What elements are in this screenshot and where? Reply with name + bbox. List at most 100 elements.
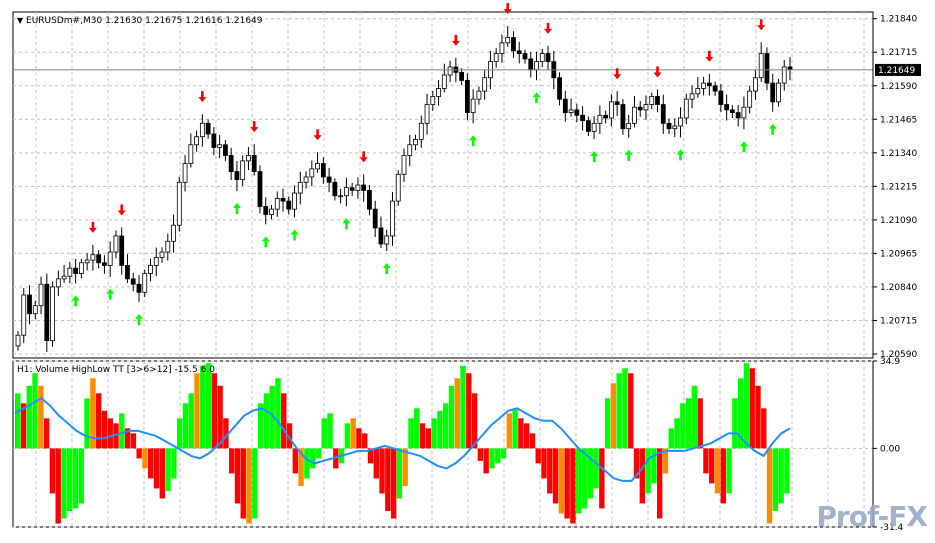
sell-arrow: [117, 204, 126, 216]
bear-candle: [136, 283, 142, 293]
bear-candle: [119, 235, 125, 266]
histogram-bar: [466, 373, 472, 449]
bull-candle: [689, 93, 695, 100]
histogram-bar: [408, 418, 414, 449]
bull-candle: [67, 267, 73, 277]
bear-candle: [326, 176, 332, 183]
price-tick-label: 1.21840: [880, 15, 917, 25]
histogram-bar: [205, 363, 212, 449]
buy-arrow: [290, 229, 299, 241]
bear-candle: [764, 53, 770, 84]
histogram-bar: [49, 448, 56, 494]
bull-candle: [413, 139, 418, 146]
buy-arrow: [590, 151, 599, 163]
bull-candle: [591, 122, 597, 132]
buy-arrow: [624, 149, 633, 161]
bear-candle: [263, 206, 269, 215]
bull-candle: [418, 122, 424, 140]
bear-candle: [770, 82, 776, 103]
price-tick-label: 1.21090: [880, 216, 917, 226]
histogram-bar: [90, 378, 96, 449]
histogram-bar: [315, 448, 322, 459]
bull-candle: [176, 181, 182, 226]
histogram-bar: [298, 448, 304, 486]
bear-candle: [614, 101, 620, 105]
dropdown-triangle-icon[interactable]: ▼: [17, 16, 24, 25]
bull-candle: [499, 42, 505, 54]
histogram-bar: [604, 398, 611, 449]
histogram-bar: [234, 448, 241, 504]
histogram-bar: [292, 448, 298, 474]
histogram-bar: [304, 448, 310, 479]
bull-candle: [753, 77, 758, 92]
bear-candle: [787, 66, 793, 71]
bear-candle: [729, 109, 735, 113]
sell-arrow: [705, 50, 714, 62]
histogram-bar: [691, 385, 698, 449]
bull-candle: [15, 334, 21, 347]
bear-candle: [234, 171, 240, 181]
sell-arrow: [198, 91, 207, 103]
bull-candle: [194, 136, 199, 146]
bear-candle: [205, 122, 211, 135]
histogram-bar: [431, 418, 437, 449]
histogram-bar: [616, 373, 622, 449]
bear-candle: [660, 104, 666, 124]
bull-candle: [470, 98, 476, 113]
bear-candle: [574, 109, 580, 116]
current-price-label: 1.21649: [878, 66, 915, 76]
histogram-bar: [176, 418, 183, 449]
bear-candle: [286, 200, 292, 210]
bear-candle: [73, 267, 79, 274]
bear-candle: [367, 189, 372, 210]
histogram-bar: [67, 448, 73, 511]
bull-candle: [355, 184, 361, 191]
bull-candle: [303, 176, 309, 183]
histogram-bar: [552, 448, 559, 504]
bear-candle: [735, 112, 741, 119]
histogram-bar: [130, 433, 137, 449]
bull-candle: [297, 181, 303, 194]
histogram-bar: [257, 403, 264, 449]
symbol-header: ▼ EURUSDm#,M30 1.21630 1.21675 1.21616 1…: [17, 16, 263, 26]
histogram-bar: [263, 393, 270, 449]
bull-candle: [142, 273, 148, 293]
bear-candle: [378, 227, 384, 245]
price-panel-frame: [12, 11, 874, 359]
histogram-bar: [593, 448, 599, 489]
symbol-timeframe: EURUSDm#,M30: [26, 16, 103, 26]
histogram-bar: [523, 423, 530, 449]
buy-arrow: [134, 314, 143, 326]
histogram-bar: [495, 448, 501, 464]
histogram-bar: [697, 398, 703, 449]
histogram-bar: [200, 365, 206, 449]
histogram-bar: [518, 418, 524, 449]
ohlc-values: 1.21630 1.21675 1.21616 1.21649: [105, 16, 263, 26]
bull-candle: [153, 257, 159, 266]
buy-arrow: [768, 123, 777, 135]
histogram-bar: [581, 448, 588, 509]
bull-candle: [107, 251, 113, 266]
histogram-bar: [471, 393, 478, 449]
histogram-series: [15, 363, 790, 524]
price-grid: [13, 12, 873, 358]
histogram-bar: [685, 398, 692, 449]
sell-arrow: [613, 68, 622, 80]
bear-candle: [102, 262, 107, 266]
bull-candle: [217, 144, 223, 148]
histogram-bar: [709, 448, 715, 484]
buy-arrow: [71, 295, 80, 307]
price-tick-label: 1.20840: [880, 283, 917, 293]
bull-candle: [384, 235, 390, 245]
histogram-bar: [674, 418, 680, 449]
sell-arrow: [359, 151, 368, 163]
bull-candle: [32, 305, 38, 315]
bull-candle: [90, 254, 96, 261]
price-panel: 1.21840 1.21715 1.21590 1.21465 1.21340 1.212…: [12, 3, 921, 375]
bull-candle: [199, 122, 205, 138]
bear-candle: [706, 82, 712, 87]
histogram-bar: [766, 448, 773, 524]
sell-arrow: [313, 129, 322, 141]
